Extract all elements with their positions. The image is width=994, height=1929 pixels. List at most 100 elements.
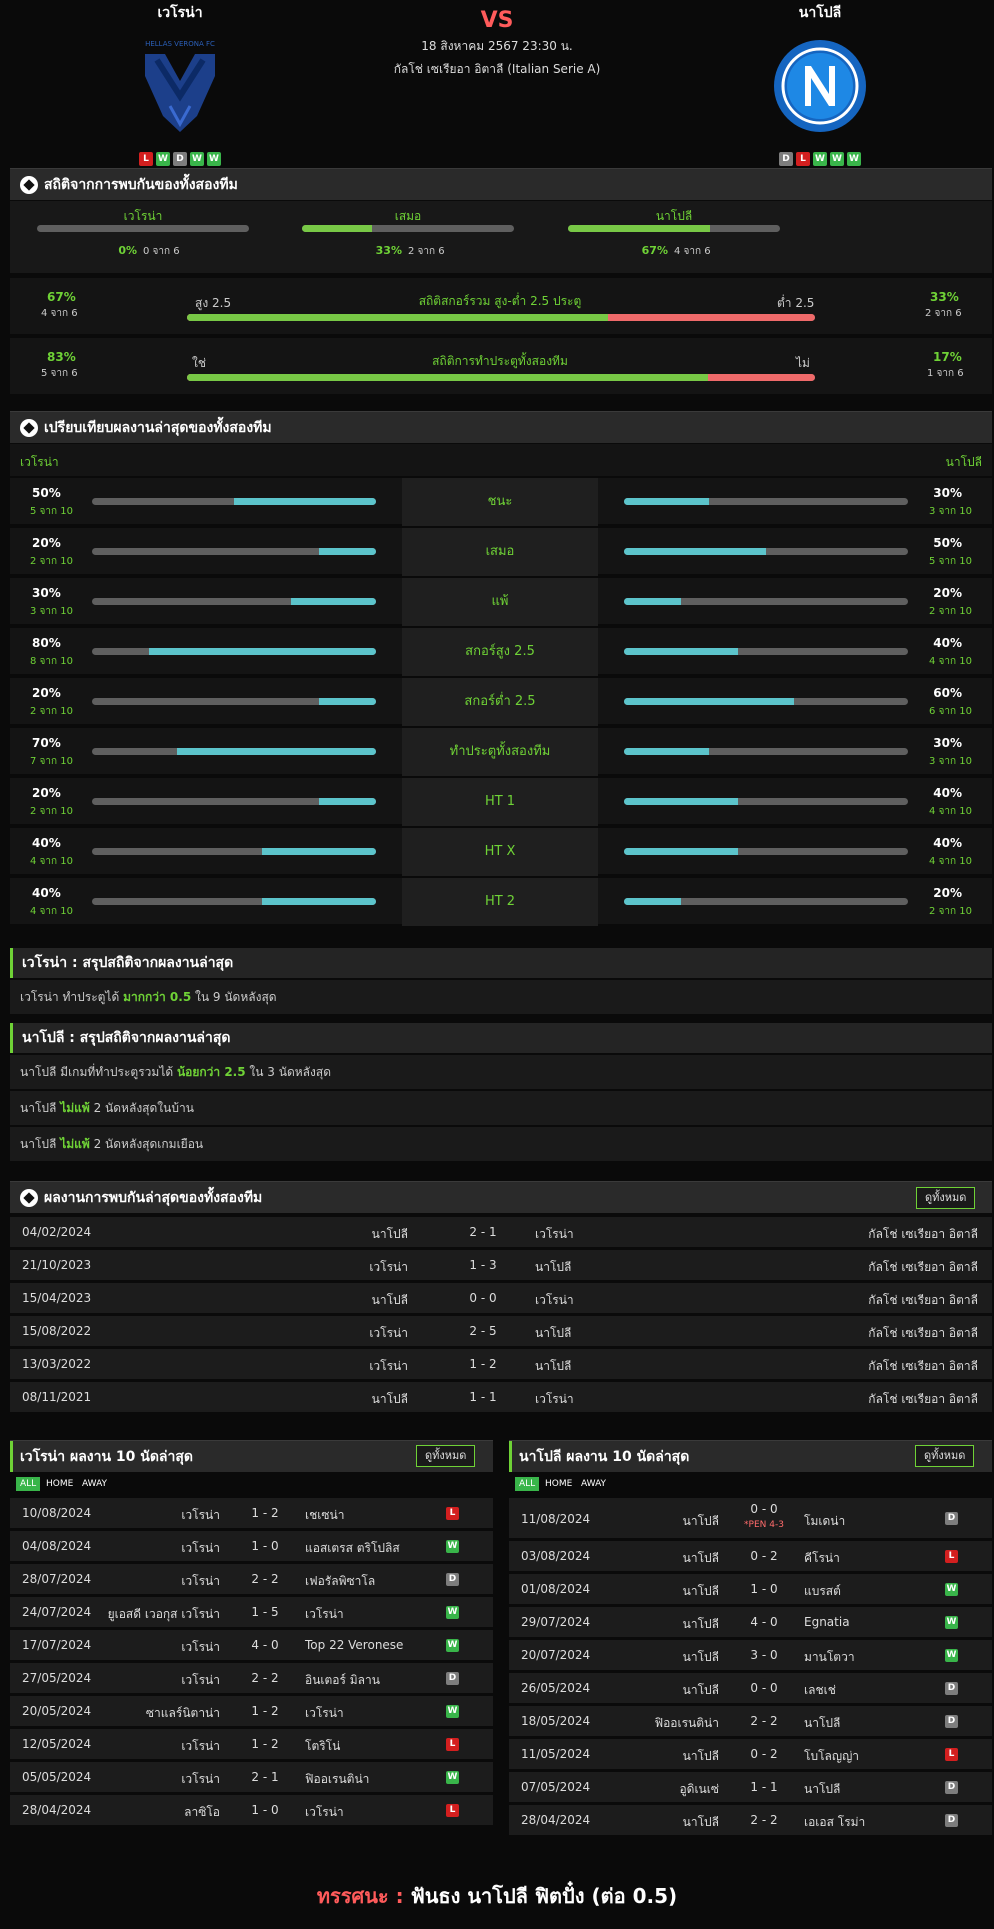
recent-home[interactable]: ซาแลร์นิตาน่า [145, 1706, 220, 1720]
recent-away[interactable]: ฟิออเรนติน่า [305, 1772, 370, 1786]
recent-home[interactable]: เวโรน่า [181, 1640, 220, 1654]
recent-home[interactable]: นาโปลี [682, 1683, 719, 1697]
h2h-home[interactable]: เวโรน่า [369, 1326, 408, 1340]
recent-row[interactable]: 29/07/2024 นาโปลี 4 - 0 Egnatia W [509, 1607, 992, 1637]
filter-tab-away[interactable]: AWAY [82, 1479, 108, 1489]
recent-row[interactable]: 03/08/2024 นาโปลี 0 - 2 คีโรน่า L [509, 1541, 992, 1571]
recent-row[interactable]: 28/04/2024 นาโปลี 2 - 2 เอเอส โรม่า D [509, 1805, 992, 1835]
h2h-row[interactable]: 13/03/2022 เวโรน่า 1 - 2 นาโปลี กัลโช่ เซเรี… [10, 1349, 992, 1379]
recent-row[interactable]: 26/05/2024 นาโปลี 0 - 0 เลชเช่ D [509, 1673, 992, 1703]
recent-away[interactable]: เอเอส โรม่า [804, 1815, 866, 1829]
recent-row[interactable]: 10/08/2024 เวโรน่า 1 - 2 เชเซน่า L [10, 1498, 493, 1528]
recent-away[interactable]: เชเซน่า [305, 1508, 345, 1522]
recent-row[interactable]: 05/05/2024 เวโรน่า 2 - 1 ฟิออเรนติน่า W [10, 1762, 493, 1792]
recent-home[interactable]: นาโปลี [682, 1815, 719, 1829]
recent-home[interactable]: นาโปลี [682, 1514, 719, 1528]
h2h-league[interactable]: กัลโช่ เซเรียอา อิตาลี [868, 1326, 978, 1340]
home-recent-view-all-button[interactable]: ดูทั้งหมด [416, 1445, 476, 1467]
recent-row[interactable]: 01/08/2024 นาโปลี 1 - 0 แบรสต์ W [509, 1574, 992, 1604]
recent-home[interactable]: ฟิออเรนติน่า [654, 1716, 719, 1730]
recent-row[interactable]: 11/08/2024 นาโปลี 0 - 0 *PEN 4-3 โมเดน่า D [509, 1498, 992, 1538]
h2h-away[interactable]: เวโรน่า [535, 1392, 574, 1406]
h2h-row[interactable]: 04/02/2024 นาโปลี 2 - 1 เวโรน่า กัลโช่ เซเรี… [10, 1217, 992, 1247]
recent-home[interactable]: ลาซิโอ [184, 1805, 220, 1819]
recent-away[interactable]: โตริโน่ [305, 1739, 341, 1753]
compare-home-name[interactable]: เวโรน่า [20, 455, 59, 469]
filter-tab-all[interactable]: ALL [515, 1477, 540, 1491]
recent-away[interactable]: แอสเตรส ตริโปลิส [305, 1541, 400, 1555]
recent-home[interactable]: เวโรน่า [181, 1574, 220, 1588]
recent-away[interactable]: แบรสต์ [804, 1584, 841, 1598]
h2h-row[interactable]: 15/04/2023 นาโปลี 0 - 0 เวโรน่า กัลโช่ เซเรี… [10, 1283, 992, 1313]
recent-row[interactable]: 04/08/2024 เวโรน่า 1 - 0 แอสเตรส ตริโปลิส W [10, 1531, 493, 1561]
h2h-home[interactable]: นาโปลี [371, 1293, 408, 1307]
h2h-home[interactable]: เวโรน่า [369, 1359, 408, 1373]
h2h-away[interactable]: นาโปลี [535, 1260, 572, 1274]
recent-away[interactable]: นาโปลี [804, 1782, 841, 1796]
recent-row[interactable]: 07/05/2024 อูดิเนเซ่ 1 - 1 นาโปลี D [509, 1772, 992, 1802]
recent-row[interactable]: 20/07/2024 นาโปลี 3 - 0 มานโตวา W [509, 1640, 992, 1670]
filter-tab-away[interactable]: AWAY [581, 1479, 607, 1489]
recent-home[interactable]: เวโรน่า [181, 1673, 220, 1687]
recent-away[interactable]: อินเตอร์ มิลาน [305, 1673, 380, 1687]
h2h-view-all-button[interactable]: ดูทั้งหมด [916, 1187, 976, 1209]
recent-home[interactable]: นาโปลี [682, 1650, 719, 1664]
recent-row[interactable]: 17/07/2024 เวโรน่า 4 - 0 Top 22 Veronese W [10, 1630, 493, 1660]
filter-tab-all[interactable]: ALL [16, 1477, 41, 1491]
h2h-row[interactable]: 08/11/2021 นาโปลี 1 - 1 เวโรน่า กัลโช่ เซเรี… [10, 1382, 992, 1412]
recent-away[interactable]: Top 22 Veronese [305, 1638, 404, 1652]
recent-away[interactable]: เวโรน่า [305, 1706, 344, 1720]
recent-home[interactable]: นาโปลี [682, 1617, 719, 1631]
recent-away[interactable]: เวโรน่า [305, 1607, 344, 1621]
recent-row[interactable]: 11/05/2024 นาโปลี 0 - 2 โบโลญญ่า L [509, 1739, 992, 1769]
h2h-home[interactable]: นาโปลี [371, 1392, 408, 1406]
filter-tab-home[interactable]: HOME [46, 1479, 74, 1489]
recent-row[interactable]: 28/04/2024 ลาซิโอ 1 - 0 เวโรน่า L [10, 1795, 493, 1825]
recent-away[interactable]: เฟอรัลพิซาโล [305, 1574, 376, 1588]
h2h-league[interactable]: กัลโช่ เซเรียอา อิตาลี [868, 1260, 978, 1274]
recent-away[interactable]: เลชเช่ [804, 1683, 836, 1697]
recent-row[interactable]: 27/05/2024 เวโรน่า 2 - 2 อินเตอร์ มิลาน D [10, 1663, 493, 1693]
recent-away[interactable]: นาโปลี [804, 1716, 841, 1730]
recent-row[interactable]: 20/05/2024 ซาแลร์นิตาน่า 1 - 2 เวโรน่า W [10, 1696, 493, 1726]
filter-tab-home[interactable]: HOME [545, 1479, 573, 1489]
h2h-away[interactable]: นาโปลี [535, 1359, 572, 1373]
recent-home[interactable]: เวโรน่า [181, 1739, 220, 1753]
compare-away-name[interactable]: นาโปลี [945, 455, 982, 469]
recent-home[interactable]: นาโปลี [682, 1551, 719, 1565]
recent-home[interactable]: นาโปลี [682, 1584, 719, 1598]
h2h-away[interactable]: เวโรน่า [535, 1293, 574, 1307]
recent-home[interactable]: เวโรน่า [181, 1508, 220, 1522]
h2h-home[interactable]: นาโปลี [371, 1227, 408, 1241]
recent-away[interactable]: โบโลญญ่า [804, 1749, 860, 1763]
match-league[interactable]: กัลโช่ เซเรียอา อิตาลี (Italian Serie A) [393, 62, 601, 76]
recent-home[interactable]: ยูเอสดี เวอกุส เวโรน่า [107, 1607, 220, 1621]
recent-away[interactable]: คีโรน่า [804, 1551, 840, 1565]
recent-home[interactable]: นาโปลี [682, 1749, 719, 1763]
away-recent-view-all-button[interactable]: ดูทั้งหมด [915, 1445, 975, 1467]
recent-row[interactable]: 12/05/2024 เวโรน่า 1 - 2 โตริโน่ L [10, 1729, 493, 1759]
h2h-league[interactable]: กัลโช่ เซเรียอา อิตาลี [868, 1392, 978, 1406]
recent-away[interactable]: Egnatia [804, 1615, 850, 1629]
recent-home[interactable]: อูดิเนเซ่ [679, 1782, 719, 1796]
h2h-home[interactable]: เวโรน่า [369, 1260, 408, 1274]
recent-home[interactable]: เวโรน่า [181, 1772, 220, 1786]
h2h-league[interactable]: กัลโช่ เซเรียอา อิตาลี [868, 1359, 978, 1373]
recent-away[interactable]: โมเดน่า [804, 1514, 846, 1528]
h2h-league[interactable]: กัลโช่ เซเรียอา อิตาลี [868, 1227, 978, 1241]
h2h-row[interactable]: 15/08/2022 เวโรน่า 2 - 5 นาโปลี กัลโช่ เซเรี… [10, 1316, 992, 1346]
recent-home[interactable]: เวโรน่า [181, 1541, 220, 1555]
h2h-away[interactable]: นาโปลี [535, 1326, 572, 1340]
away-team-name[interactable]: นาโปลี [798, 5, 842, 21]
h2h-row[interactable]: 21/10/2023 เวโรน่า 1 - 3 นาโปลี กัลโช่ เซเรี… [10, 1250, 992, 1280]
recent-row[interactable]: 18/05/2024 ฟิออเรนติน่า 2 - 2 นาโปลี D [509, 1706, 992, 1736]
recent-row[interactable]: 24/07/2024 ยูเอสดี เวอกุส เวโรน่า 1 - 5 เวโ… [10, 1597, 493, 1627]
recent-row[interactable]: 28/07/2024 เวโรน่า 2 - 2 เฟอรัลพิซาโล D [10, 1564, 493, 1594]
recent-away[interactable]: เวโรน่า [305, 1805, 344, 1819]
recent-away[interactable]: มานโตวา [804, 1650, 855, 1664]
h2h-away[interactable]: เวโรน่า [535, 1227, 574, 1241]
home-team-name[interactable]: เวโรน่า [157, 5, 203, 21]
h2h-league[interactable]: กัลโช่ เซเรียอา อิตาลี [868, 1293, 978, 1307]
